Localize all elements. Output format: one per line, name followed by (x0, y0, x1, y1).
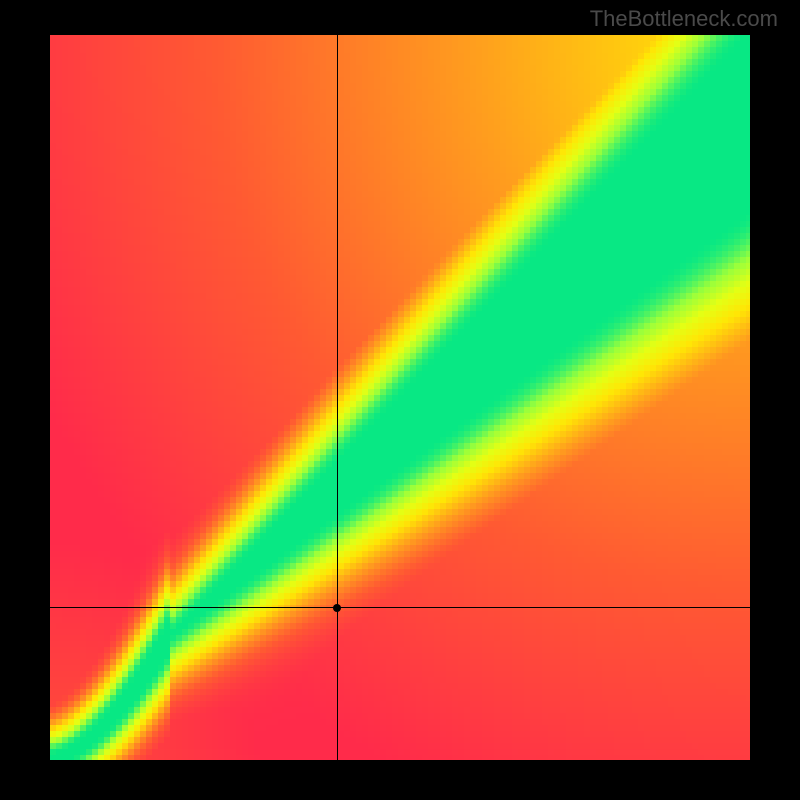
bottleneck-heatmap (50, 35, 750, 760)
crosshair-horizontal (50, 607, 750, 608)
crosshair-vertical (337, 35, 338, 760)
chart-container: { "watermark": "TheBottleneck.com", "cha… (0, 0, 800, 800)
crosshair-dot (333, 604, 341, 612)
watermark-text: TheBottleneck.com (590, 6, 778, 32)
